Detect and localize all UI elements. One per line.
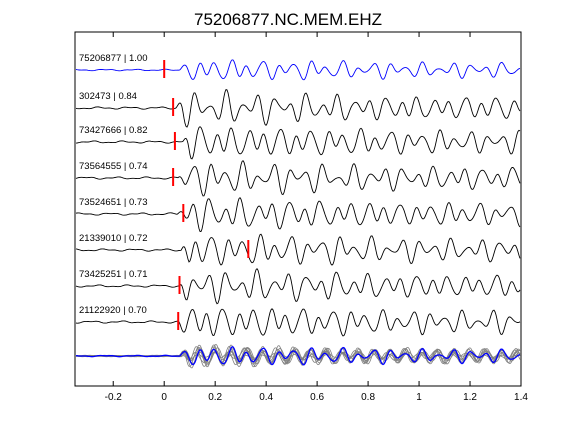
stack-panel <box>75 343 521 369</box>
trace-73425251-line <box>75 267 521 305</box>
trace-21339010-label: 21339010 | 0.72 <box>79 233 148 244</box>
trace-73564555-label: 73564555 | 0.74 <box>79 161 148 172</box>
trace-75206877-line <box>75 59 521 81</box>
trace-302473-label: 302473 | 0.84 <box>79 91 137 102</box>
trace-21339010-line <box>75 233 521 266</box>
x-tick-label: 0.4 <box>259 392 273 403</box>
trace-73524651-label: 73524651 | 0.73 <box>79 197 148 208</box>
x-tick-label: -0.2 <box>105 392 123 403</box>
chart-title: 75206877.NC.MEM.EHZ <box>194 10 382 29</box>
plot-frame <box>74 31 522 387</box>
trace-73564555-line <box>75 160 521 197</box>
traces-layer: 75206877 | 1.00 302473 | 0.84 73427666 | 0… <box>75 53 521 337</box>
trace-73524651-line <box>75 197 521 232</box>
trace-73425251-label: 73425251 | 0.71 <box>79 269 148 280</box>
trace-73427666-line <box>75 126 521 160</box>
x-tick-label: 0.2 <box>208 392 222 403</box>
trace-21122920-label: 21122920 | 0.70 <box>79 305 147 316</box>
trace-73427666-label: 73427666 | 0.82 <box>79 125 148 136</box>
x-axis: -0.2 0 0.2 0.4 0.6 0.8 1 1.2 1.4 <box>105 32 528 403</box>
x-tick-label: 1.4 <box>514 392 528 403</box>
trace-21122920-line <box>75 308 521 337</box>
x-tick-label: 0 <box>161 392 167 403</box>
trace-75206877-label: 75206877 | 1.00 <box>79 53 148 64</box>
x-tick-label: 1.2 <box>463 392 477 403</box>
trace-302473-line <box>75 89 521 128</box>
stack-reference-trace <box>75 346 521 366</box>
x-tick-label: 0.6 <box>310 392 324 403</box>
x-tick-label: 1 <box>416 392 422 403</box>
x-tick-label: 0.8 <box>361 392 375 403</box>
